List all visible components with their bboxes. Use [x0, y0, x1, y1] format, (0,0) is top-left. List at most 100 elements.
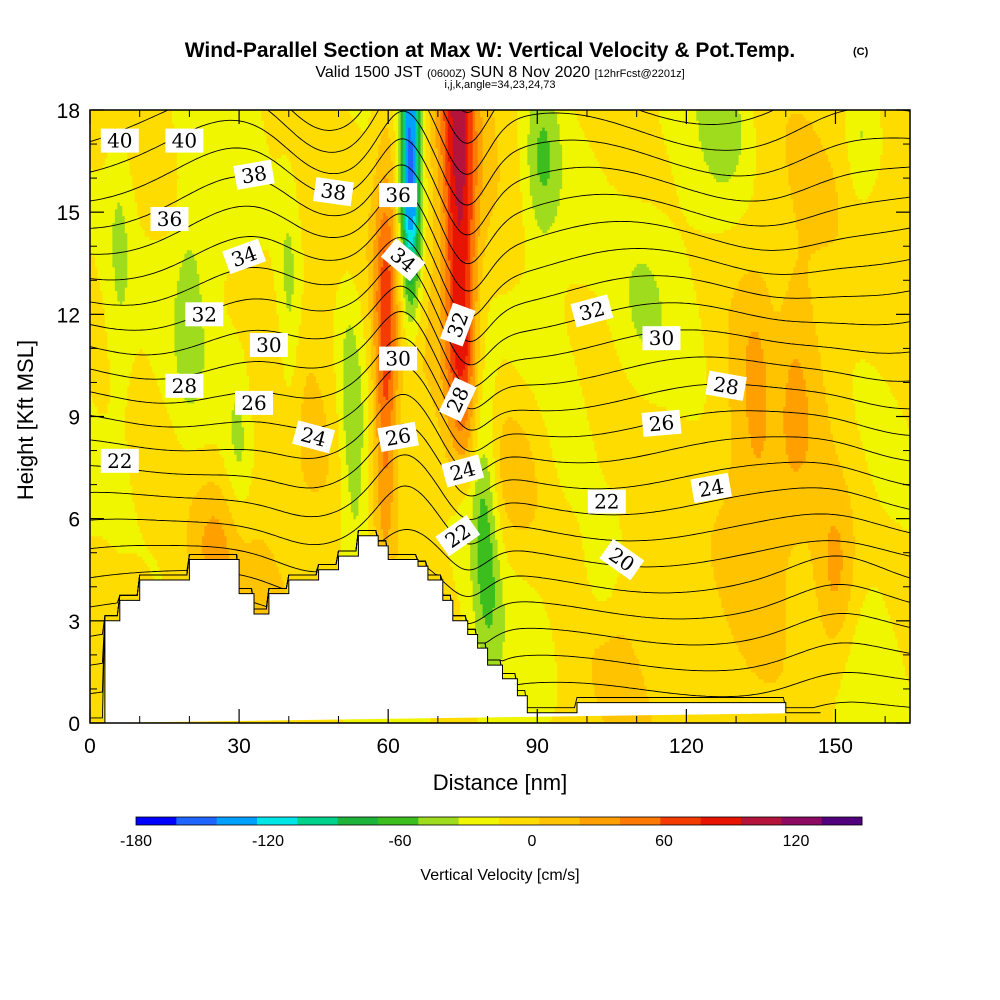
contour-label-text: 22	[107, 449, 132, 473]
contour-label: 24	[690, 472, 732, 504]
contour-label-box	[379, 183, 418, 208]
contour-label-box	[380, 238, 426, 282]
contour-label-box	[690, 472, 732, 504]
contour-label: 32	[185, 302, 224, 327]
colorbar-tick-label: -120	[252, 833, 284, 850]
contour-label: 32	[570, 294, 614, 328]
colorbar-swatch	[216, 817, 258, 825]
contour-label-text: 26	[383, 423, 412, 451]
contour-label-text: 28	[711, 372, 740, 400]
y-tick-label: 6	[68, 509, 80, 532]
contour-label-box	[233, 159, 275, 190]
y-tick-label: 9	[68, 407, 80, 430]
contour-label-box	[599, 538, 645, 581]
colorbar-tick-label: 0	[528, 833, 537, 850]
contour-label-box	[150, 207, 189, 231]
contour-label-box	[377, 421, 419, 453]
x-tick-label: 30	[227, 735, 250, 758]
colorbar-swatch	[136, 817, 177, 825]
x-tick-label: 90	[526, 735, 549, 758]
contour-label-text: 30	[385, 347, 410, 371]
colorbar-swatch	[297, 817, 339, 825]
contour-label-text: 26	[648, 410, 675, 436]
forecast-info: [12hrFcst@2201z]	[595, 68, 685, 80]
x-tick-label: 0	[84, 735, 96, 758]
contour-label-box	[441, 454, 485, 488]
contour-label: 38	[313, 177, 354, 207]
contour-label-box	[438, 377, 477, 422]
colorbar-swatch	[821, 817, 863, 825]
theta-contours	[90, 110, 910, 719]
x-tick-label: 150	[818, 735, 853, 758]
contour-label-box	[292, 420, 336, 454]
valid-time-line: Valid 1500 JST (0600Z) SUN 8 Nov 2020 [1…	[315, 64, 684, 81]
y-tick-label: 15	[57, 202, 80, 225]
contour-label: 28	[165, 373, 204, 398]
y-tick-label: 12	[57, 304, 80, 327]
y-tick-label: 3	[68, 611, 80, 634]
colorbar-tick-label: 120	[783, 833, 810, 850]
contour-label: 36	[150, 207, 189, 231]
colorbar-label: Vertical Velocity [cm/s]	[420, 867, 579, 884]
colorbar-swatch	[539, 817, 581, 825]
contour-label: 28	[705, 370, 747, 401]
contour-label-text: 36	[157, 207, 182, 231]
contour-label: 22	[100, 448, 139, 473]
contour-label: 30	[379, 346, 418, 371]
contour-label-text: 38	[239, 161, 268, 189]
contour-label-box	[165, 373, 204, 398]
colorbar-swatch	[620, 817, 661, 825]
contour-label: 30	[249, 333, 288, 357]
colorbar-swatch	[176, 817, 218, 825]
contour-label-box	[440, 302, 476, 347]
contour-label-text: 32	[192, 302, 217, 326]
contour-label: 40	[165, 128, 204, 153]
colorbar-swatch	[741, 817, 782, 825]
contour-label: 22	[587, 489, 626, 514]
contour-label: 36	[379, 183, 418, 208]
contour-label-box	[641, 409, 682, 437]
colorbar-swatch	[660, 817, 702, 825]
colorbar-swatch	[499, 817, 540, 825]
contour-label: 38	[233, 159, 275, 190]
colorbar-swatch	[781, 817, 823, 825]
contour-label-box	[705, 370, 747, 401]
contour-label-box	[570, 294, 614, 328]
contour-label-text: 40	[172, 129, 197, 153]
colorbar-swatch	[700, 817, 742, 825]
x-tick-label: 60	[377, 735, 400, 758]
contour-label-box	[185, 302, 224, 327]
contour-label-box	[587, 489, 626, 514]
contour-label: 26	[377, 421, 419, 453]
colorbar-swatch	[579, 817, 621, 825]
contour-label-box	[313, 177, 354, 207]
contour-label-box	[642, 326, 681, 351]
contour-label-text: 38	[319, 178, 348, 205]
y-tick-label: 0	[68, 713, 80, 736]
valid-utc: (0600Z)	[427, 68, 466, 80]
contour-label-box	[235, 390, 273, 415]
terrain-mask	[90, 535, 821, 724]
y-axis-label: Height [Kft MSL]	[13, 340, 38, 500]
contour-label: 40	[100, 128, 139, 153]
colorbar-tick-label: 60	[655, 833, 673, 850]
colorbar-tick-label: -60	[388, 833, 411, 850]
colorbar-frame	[135, 816, 863, 826]
copyright-mark: (C)	[853, 46, 869, 58]
contour-label-box	[435, 514, 481, 557]
x-tick-label: 120	[669, 735, 704, 758]
contour-label-text: 28	[172, 374, 197, 398]
colorbar-tick-label: -180	[120, 833, 152, 850]
valid-prefix: Valid 1500 JST	[315, 64, 423, 81]
contour-label-text: 30	[649, 326, 674, 350]
contour-label-box	[379, 346, 418, 371]
contour-label-text: 24	[697, 474, 726, 502]
contour-label-text: 36	[385, 183, 410, 207]
contour-label-box	[165, 128, 204, 153]
colorbar-swatch	[378, 817, 419, 825]
colorbar-swatch	[337, 817, 379, 825]
contour-label-text: 22	[594, 490, 619, 514]
